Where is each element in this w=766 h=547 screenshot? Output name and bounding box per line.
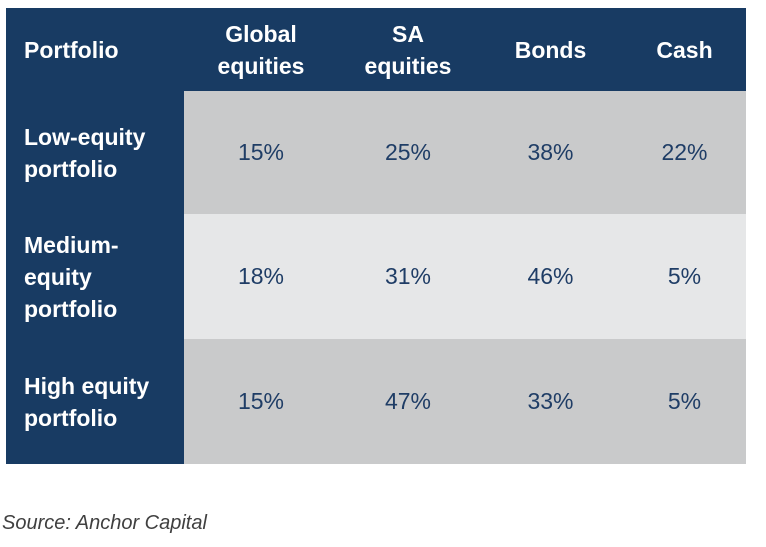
cell-high-global: 15% bbox=[237, 388, 285, 414]
cell-low-cash: 22% bbox=[661, 139, 708, 165]
cell-low-sa: 25% bbox=[384, 139, 432, 165]
row-label-medium-equity: Medium- equity portfolio bbox=[24, 231, 119, 322]
cell-high-bonds: 33% bbox=[527, 388, 574, 414]
source-note: Source: Anchor Capital bbox=[2, 512, 207, 534]
allocation-table: Portfolio Global equities SA equities Bo… bbox=[6, 8, 746, 464]
cell-high-cash: 5% bbox=[667, 388, 702, 414]
cell-high-sa: 47% bbox=[384, 388, 432, 414]
header-cash: Cash bbox=[656, 36, 713, 63]
row-label-high-equity: High equity portfolio bbox=[24, 372, 150, 431]
row-background-medium-equity bbox=[184, 214, 746, 339]
row-background-low-equity bbox=[184, 91, 746, 214]
cell-medium-sa: 31% bbox=[384, 263, 432, 289]
cell-low-bonds: 38% bbox=[527, 139, 574, 165]
header-row bbox=[6, 8, 746, 91]
header-bonds: Bonds bbox=[514, 36, 587, 63]
cell-low-global: 15% bbox=[237, 139, 285, 165]
cell-medium-bonds: 46% bbox=[527, 263, 574, 289]
row-label-low-equity: Low-equity portfolio bbox=[24, 123, 146, 182]
cell-medium-global: 18% bbox=[237, 263, 285, 289]
cell-medium-cash: 5% bbox=[667, 263, 702, 289]
header-global-equities: Global equities bbox=[217, 20, 305, 79]
row-background-high-equity bbox=[184, 339, 746, 464]
row-label-column bbox=[6, 91, 184, 464]
header-portfolio: Portfolio bbox=[24, 36, 119, 63]
header-sa-equities: SA equities bbox=[364, 20, 452, 79]
